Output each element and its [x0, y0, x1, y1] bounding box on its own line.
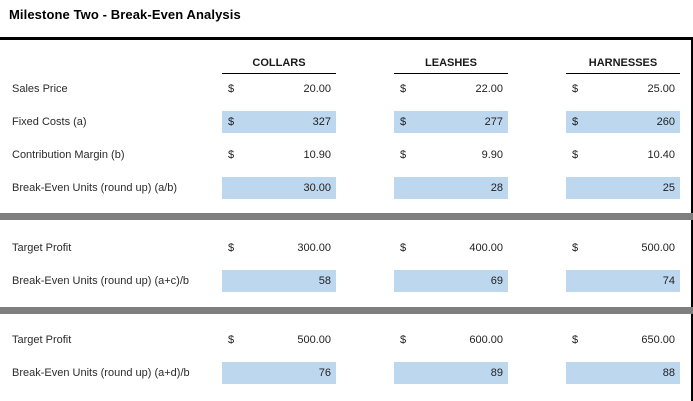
top-horizontal-rule	[0, 37, 693, 40]
section-divider-bar	[0, 307, 693, 314]
currency-symbol: $	[572, 334, 579, 346]
table-row-sales-price: Sales Price $ 20.00 $ 22.00 $ 25.00	[0, 78, 693, 100]
table-row-break-even-units-ab: Break-Even Units (round up) (a/b) 30.00 …	[0, 177, 693, 199]
currency-symbol: $	[228, 242, 235, 254]
table-row-break-even-units-adb: Break-Even Units (round up) (a+d)/b 76 8…	[0, 362, 693, 384]
cell-break-even-units-adb-leashes[interactable]: 89	[394, 362, 508, 384]
currency-symbol: $	[400, 83, 407, 95]
row-label: Contribution Margin (b)	[12, 149, 125, 161]
row-label: Break-Even Units (round up) (a+d)/b	[12, 367, 190, 379]
cell-break-even-units-acb-collars[interactable]: 58	[222, 270, 336, 292]
column-header-leashes: LEASHES	[394, 53, 508, 74]
cell-contribution-margin-leashes[interactable]: $ 9.90	[400, 149, 503, 161]
cell-sales-price-collars[interactable]: $ 20.00	[228, 83, 331, 95]
cell-break-even-units-ab-collars[interactable]: 30.00	[222, 177, 336, 199]
currency-symbol: $	[228, 83, 235, 95]
column-header-row: COLLARS LEASHES HARNESSES	[0, 53, 693, 74]
currency-symbol: $	[400, 116, 407, 128]
currency-symbol: $	[400, 149, 407, 161]
currency-symbol: $	[572, 242, 579, 254]
cell-target-profit2-leashes[interactable]: $ 600.00	[400, 334, 503, 346]
cell-target-profit1-leashes[interactable]: $ 400.00	[400, 242, 503, 254]
cell-target-profit1-harnesses[interactable]: $ 500.00	[572, 242, 675, 254]
cell-target-profit2-harnesses[interactable]: $ 650.00	[572, 334, 675, 346]
row-label: Break-Even Units (round up) (a+c)/b	[12, 275, 189, 287]
cell-contribution-margin-collars[interactable]: $ 10.90	[228, 149, 331, 161]
currency-symbol: $	[228, 116, 235, 128]
cell-break-even-units-ab-harnesses[interactable]: 25	[566, 177, 680, 199]
row-label: Fixed Costs (a)	[12, 116, 87, 128]
table-row-target-profit-1: Target Profit $ 300.00 $ 400.00 $ 500.00	[0, 237, 693, 259]
row-label: Target Profit	[12, 242, 72, 254]
table-row-contribution-margin: Contribution Margin (b) $ 10.90 $ 9.90 $…	[0, 144, 693, 166]
currency-symbol: $	[400, 334, 407, 346]
cell-break-even-units-adb-collars[interactable]: 76	[222, 362, 336, 384]
cell-target-profit2-collars[interactable]: $ 500.00	[228, 334, 331, 346]
cell-fixed-costs-collars[interactable]: $ 327	[222, 111, 336, 133]
column-header-collars: COLLARS	[222, 53, 336, 74]
cell-break-even-units-ab-leashes[interactable]: 28	[394, 177, 508, 199]
currency-symbol: $	[228, 149, 235, 161]
currency-symbol: $	[572, 116, 579, 128]
table-row-target-profit-2: Target Profit $ 500.00 $ 600.00 $ 650.00	[0, 329, 693, 351]
cell-contribution-margin-harnesses[interactable]: $ 10.40	[572, 149, 675, 161]
row-label: Target Profit	[12, 334, 72, 346]
cell-sales-price-harnesses[interactable]: $ 25.00	[572, 83, 675, 95]
currency-symbol: $	[572, 83, 579, 95]
cell-break-even-units-acb-leashes[interactable]: 69	[394, 270, 508, 292]
table-row-break-even-units-acb: Break-Even Units (round up) (a+c)/b 58 6…	[0, 270, 693, 292]
column-header-harnesses: HARNESSES	[566, 53, 680, 74]
cell-sales-price-leashes[interactable]: $ 22.00	[400, 83, 503, 95]
cell-break-even-units-acb-harnesses[interactable]: 74	[566, 270, 680, 292]
currency-symbol: $	[572, 149, 579, 161]
page-title: Milestone Two - Break-Even Analysis	[9, 7, 241, 22]
currency-symbol: $	[400, 242, 407, 254]
cell-target-profit1-collars[interactable]: $ 300.00	[228, 242, 331, 254]
cell-break-even-units-adb-harnesses[interactable]: 88	[566, 362, 680, 384]
row-label: Sales Price	[12, 83, 68, 95]
row-label: Break-Even Units (round up) (a/b)	[12, 182, 178, 194]
table-row-fixed-costs: Fixed Costs (a) $ 327 $ 277 $ 260	[0, 111, 693, 133]
currency-symbol: $	[228, 334, 235, 346]
cell-fixed-costs-leashes[interactable]: $ 277	[394, 111, 508, 133]
cell-fixed-costs-harnesses[interactable]: $ 260	[566, 111, 680, 133]
section-divider-bar	[0, 213, 693, 220]
